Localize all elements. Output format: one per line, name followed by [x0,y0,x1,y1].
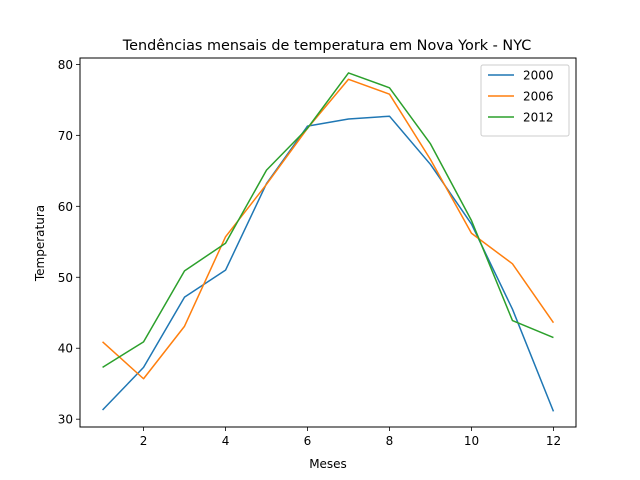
series-line-2000 [102,115,555,412]
x-tick-label: 8 [386,434,394,448]
y-tick-label: 70 [58,129,73,143]
plot-lines [102,72,555,412]
x-tick-label: 2 [140,434,148,448]
y-axis-ticks: 30 40 50 60 70 80 [58,58,80,427]
chart-title: Tendências mensais de temperatura em Nov… [122,38,532,54]
x-tick-label: 4 [222,434,230,448]
legend-label-2012: 2012 [523,111,554,125]
y-tick-label: 80 [58,58,73,72]
x-tick-label: 10 [464,434,479,448]
x-tick-label: 12 [546,434,561,448]
y-tick-label: 30 [58,413,73,427]
legend-label-2006: 2006 [523,90,554,104]
legend: 2000 2006 2012 [480,64,570,137]
y-tick-label: 40 [58,342,73,356]
legend-label-2000: 2000 [523,69,554,83]
y-axis-label: Temperatura [33,205,47,282]
x-axis-label: Meses [309,457,347,471]
plot-area-frame [79,57,577,428]
y-tick-label: 60 [58,200,73,214]
series-line-2012 [102,72,554,369]
x-axis-ticks: 2 4 6 8 10 12 [140,427,561,448]
legend-box [480,64,570,137]
x-tick-label: 6 [304,434,312,448]
y-tick-label: 50 [58,271,73,285]
